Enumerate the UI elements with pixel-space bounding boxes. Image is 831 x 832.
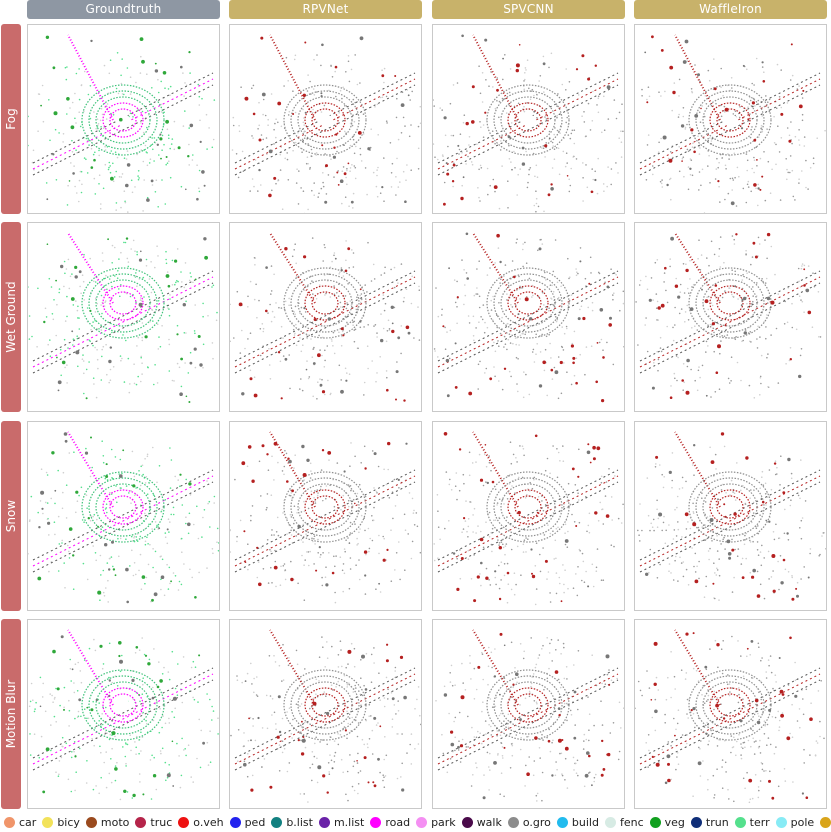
legend-label: park — [431, 815, 456, 829]
legend-swatch — [604, 816, 616, 828]
legend-item-road: road — [370, 816, 410, 829]
panel-motion-blur-groundtruth — [27, 619, 220, 809]
legend-swatch — [556, 816, 568, 828]
panel-fog-groundtruth — [27, 24, 220, 214]
legend-label: car — [19, 815, 37, 829]
legend-item-pole: pole — [775, 815, 815, 829]
legend-item-blist: b.list — [271, 816, 313, 829]
legend-item-veg: veg — [649, 815, 685, 829]
panel-motion-blur-spvcnn — [432, 619, 625, 809]
row-label: Fog — [4, 108, 18, 130]
legend-swatch — [507, 816, 519, 828]
legend-swatch — [416, 816, 428, 828]
legend-swatch — [229, 816, 241, 828]
panel-fog-rpvnet — [229, 24, 422, 214]
legend-item-bicy: bicy — [42, 816, 80, 829]
legend-label: truc — [150, 815, 173, 829]
legend-label: pole — [790, 815, 815, 829]
legend-item-trun: trun — [690, 815, 729, 829]
legend-item-terr: terr — [734, 815, 770, 829]
legend-swatch — [649, 816, 661, 828]
legend-label: fenc — [619, 815, 644, 829]
row-label: Motion Blur — [4, 679, 18, 749]
panel-wet-ground-groundtruth — [27, 222, 220, 412]
legend-item-walk: walk — [461, 815, 502, 829]
row-header-fog: Fog — [1, 24, 21, 214]
legend-swatch — [775, 816, 787, 828]
legend-swatch — [178, 816, 190, 828]
legend-swatch — [271, 816, 283, 828]
legend-label: ped — [244, 815, 266, 829]
row-header-motion-blur: Motion Blur — [1, 619, 21, 809]
legend-swatch — [370, 816, 382, 828]
legend-label: road — [385, 815, 411, 829]
column-header-spvcnn: SPVCNN — [432, 0, 625, 19]
legend-item-ogro: o.gro — [507, 815, 551, 829]
panel-motion-blur-waffleiron — [634, 619, 827, 809]
row-header-wet-ground: Wet Ground — [1, 222, 21, 412]
legend-item-sign: sign — [820, 816, 831, 829]
legend-swatch — [42, 816, 54, 828]
panel-snow-spvcnn — [432, 421, 625, 611]
panel-fog-spvcnn — [432, 24, 625, 214]
column-header-waffleiron: WaffleIron — [634, 0, 827, 19]
legend-label: terr — [749, 815, 770, 829]
legend-item-moto: moto — [85, 815, 130, 829]
legend-label: veg — [664, 815, 685, 829]
row-label: Wet Ground — [4, 281, 18, 353]
legend-item-ped: ped — [229, 815, 266, 829]
legend-label: o.veh — [193, 815, 224, 829]
legend-item-park: park — [416, 816, 456, 829]
legend-label: moto — [100, 815, 130, 829]
column-header-groundtruth: Groundtruth — [27, 0, 220, 19]
legend-item-oveh: o.veh — [178, 815, 224, 829]
legend-label: build — [571, 815, 599, 829]
legend-label: o.gro — [522, 815, 551, 829]
legend-item-mlist: m.list — [318, 815, 365, 829]
legend-swatch — [85, 816, 97, 828]
legend-swatch — [820, 816, 831, 828]
panel-snow-groundtruth — [27, 421, 220, 611]
panel-snow-waffleiron — [634, 421, 827, 611]
row-label: Snow — [4, 499, 18, 533]
panel-wet-ground-rpvnet — [229, 222, 422, 412]
legend-swatch — [690, 816, 702, 828]
legend-label: bicy — [57, 815, 80, 829]
legend-item-build: build — [556, 815, 599, 829]
legend-item-truc: truc — [135, 816, 172, 829]
class-legend: car bicy moto truc o.veh ped b.list m.list road p… — [4, 814, 831, 830]
legend-item-fenc: fenc — [604, 815, 644, 829]
panel-fog-waffleiron — [634, 24, 827, 214]
panel-motion-blur-rpvnet — [229, 619, 422, 809]
legend-label: b.list — [286, 815, 313, 829]
legend-swatch — [734, 816, 746, 828]
panel-wet-ground-spvcnn — [432, 222, 625, 412]
legend-label: walk — [476, 815, 502, 829]
panel-snow-rpvnet — [229, 421, 422, 611]
legend-label: m.list — [333, 815, 365, 829]
legend-swatch — [135, 816, 147, 828]
column-header-rpvnet: RPVNet — [229, 0, 422, 19]
legend-label: trun — [705, 815, 729, 829]
row-header-snow: Snow — [1, 421, 21, 611]
legend-swatch — [4, 816, 15, 828]
legend-swatch — [461, 816, 473, 828]
panel-wet-ground-waffleiron — [634, 222, 827, 412]
legend-item-car: car — [4, 816, 36, 829]
legend-swatch — [318, 816, 330, 828]
